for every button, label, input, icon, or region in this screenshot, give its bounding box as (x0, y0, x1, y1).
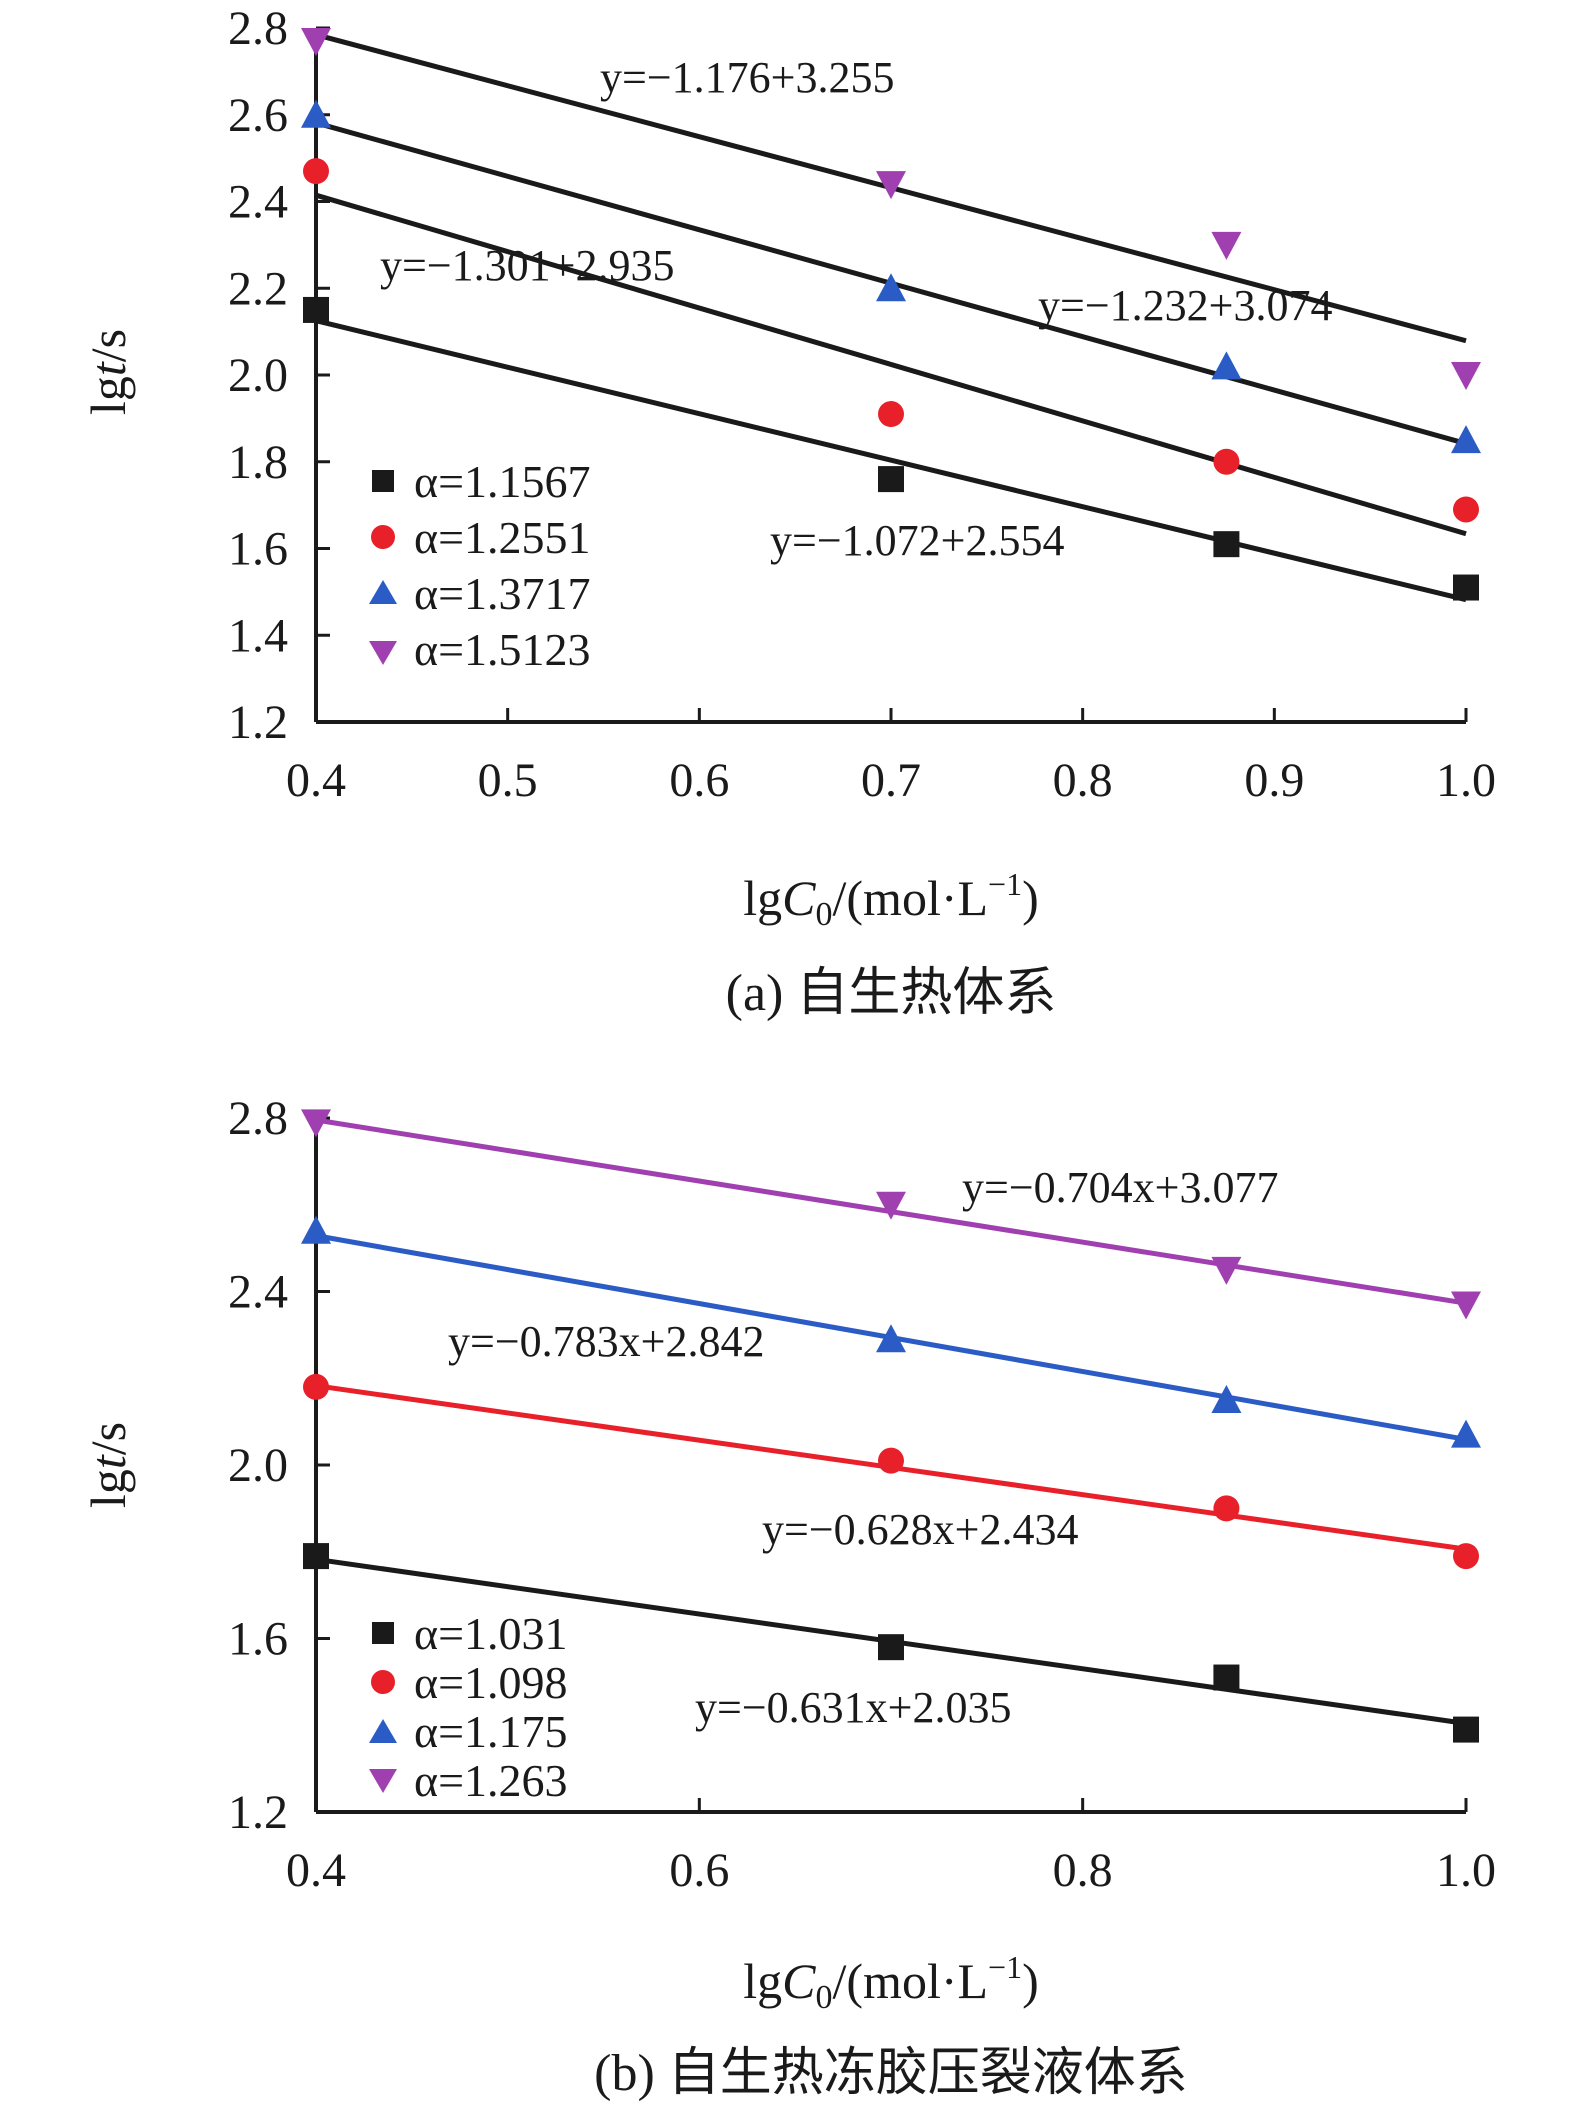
panel-b-equation-alpha-1-175: y=−0.783x+2.842 (448, 1317, 764, 1366)
panel-b-series-1-point-4 (1453, 1716, 1479, 1743)
panel-a-legend-label-2: α=1.2551 (414, 512, 591, 563)
y-tick-label: 1.6 (228, 1613, 288, 1666)
panel-a-points (301, 28, 1481, 601)
panel-b-legend-label-4: α=1.263 (414, 1755, 568, 1806)
panel-b-legend: α=1.031 α=1.098 α=1.175 α=1.263 (369, 1608, 568, 1806)
y-tick-label: 1.8 (228, 436, 288, 489)
panel-b-series-1-point-1 (303, 1543, 329, 1570)
panel-a-series-2-point-3 (1213, 448, 1240, 475)
x-tick-label: 0.8 (1053, 1844, 1113, 1897)
panel-a-caption: (a) 自生热体系 (726, 965, 1057, 1022)
panel-a-series-3-point-1 (301, 99, 331, 128)
y-tick-label: 1.2 (228, 696, 288, 749)
panel-b-series-3-point-4 (1451, 1419, 1481, 1448)
legend-triangle-down-marker (369, 1769, 397, 1793)
panel-b-equation-alpha-1-031: y=−0.631x+2.035 (695, 1683, 1011, 1732)
panel-a-series-3-point-2 (876, 273, 906, 302)
legend-triangle-up-marker (369, 580, 397, 604)
panel-a-series-1-point-4 (1453, 574, 1479, 601)
panel-b-series-3-point-3 (1211, 1384, 1242, 1413)
panel-b-series-2-point-2 (878, 1447, 904, 1474)
y-tick-label: 2.4 (228, 1266, 288, 1319)
x-tick-label: 0.4 (286, 1844, 346, 1897)
panel-b-points (301, 1109, 1481, 1743)
panel-a-legend: α=1.1567 α=1.2551 α=1.3717 α=1.5123 (369, 456, 591, 675)
panel-b-equation-alpha-1-098: y=−0.628x+2.434 (762, 1505, 1078, 1554)
panel-a-equation-alpha-1-5123: y=−1.176+3.255 (600, 53, 894, 102)
panel-a-series-4-point-2 (876, 171, 906, 200)
y-tick-label: 2.8 (228, 1092, 288, 1145)
x-tick-label: 0.7 (861, 754, 921, 807)
panel-b-series-4-point-1 (301, 1109, 331, 1138)
legend-triangle-down-marker (369, 641, 397, 665)
panel-a-fit-line-1 (315, 318, 1467, 603)
panel-a-equation-alpha-1-1567: y=−1.072+2.554 (770, 516, 1064, 565)
panel-a-legend-label-3: α=1.3717 (414, 568, 591, 619)
panel-b-legend-label-2: α=1.098 (414, 1657, 568, 1708)
panel-a-legend-label-1: α=1.1567 (414, 456, 591, 507)
panel-a-series-4-point-4 (1451, 362, 1481, 390)
panel-a-x-axis-title: lgC0/(mol·L−1) (743, 866, 1039, 933)
panel-b-series-4-point-3 (1211, 1256, 1242, 1285)
y-tick-label: 1.2 (228, 1786, 288, 1839)
panel-a-series-1-point-1 (303, 296, 329, 323)
x-tick-label: 1.0 (1436, 754, 1496, 807)
legend-circle-marker (371, 1670, 395, 1694)
x-tick-label: 1.0 (1436, 1844, 1496, 1897)
panel-b-legend-label-1: α=1.031 (414, 1608, 568, 1659)
panel-b-series-3-point-1 (301, 1215, 331, 1244)
panel-a-series-3-point-3 (1211, 351, 1242, 380)
panel-a-series-4-point-1 (301, 28, 331, 57)
panel-b-equation-alpha-1-263: y=−0.704x+3.077 (962, 1163, 1278, 1212)
panel-b-series-2-point-4 (1453, 1543, 1479, 1570)
x-tick-label: 0.9 (1244, 754, 1304, 807)
panel-a-ticks: 0.4 0.5 0.6 0.7 0.8 0.9 1.0 1.2 1.4 1.6 1.8 2.0 2.2 2… (228, 2, 1496, 807)
panel-b-y-axis-title: lgt/s (80, 1422, 136, 1508)
legend-circle-marker (371, 525, 395, 549)
legend-triangle-up-marker (369, 1719, 397, 1743)
y-tick-label: 2.0 (228, 349, 288, 402)
y-tick-label: 1.6 (228, 523, 288, 576)
y-tick-label: 2.6 (228, 89, 288, 142)
legend-square-marker (372, 470, 394, 492)
panel-b-series-4-point-4 (1451, 1291, 1481, 1320)
y-tick-label: 2.8 (228, 2, 288, 55)
panel-b-ticks: 0.4 0.6 0.8 1.0 1.2 1.6 2.0 2.4 2.8 (228, 1092, 1496, 1897)
panel-b-series-2-point-3 (1213, 1495, 1240, 1522)
panel-b-series-4-point-2 (876, 1191, 906, 1220)
panel-a-series-1-point-3 (1213, 531, 1240, 558)
y-tick-label: 2.2 (228, 262, 288, 315)
y-tick-label: 1.4 (228, 609, 288, 662)
panel-a-series-2-point-2 (878, 401, 904, 428)
panel-a-series-2-point-1 (303, 158, 329, 185)
x-tick-label: 0.6 (669, 754, 729, 807)
y-tick-label: 2.0 (228, 1439, 288, 1492)
panel-b-legend-label-3: α=1.175 (414, 1706, 568, 1757)
panel-b-series-1-point-3 (1213, 1664, 1240, 1691)
panel-a-equation-alpha-1-3717: y=−1.232+3.074 (1038, 281, 1332, 330)
x-tick-label: 0.5 (478, 754, 538, 807)
y-tick-label: 2.4 (228, 176, 288, 229)
panel-b: 0.4 0.6 0.8 1.0 1.2 1.6 2.0 2.4 2.8 y=−0.704x+3.… (80, 1092, 1496, 2102)
panel-a-equation-alpha-1-2551: y=−1.301+2.935 (380, 241, 674, 290)
panel-a-series-2-point-4 (1453, 496, 1479, 523)
panel-b-series-3-point-2 (876, 1324, 906, 1353)
panel-b-caption: (b) 自生热冻胶压裂液体系 (594, 2045, 1188, 2102)
panel-b-series-1-point-2 (878, 1634, 904, 1661)
x-tick-label: 0.6 (669, 1844, 729, 1897)
panel-a-series-1-point-2 (878, 466, 904, 493)
panel-b-series-2-point-1 (303, 1373, 329, 1400)
panel-a-fit-line-2 (315, 192, 1467, 537)
panel-a-y-axis-title: lgt/s (80, 329, 136, 415)
panel-b-x-axis-title: lgC0/(mol·L−1) (743, 1949, 1039, 2016)
x-tick-label: 0.8 (1053, 754, 1113, 807)
x-tick-label: 0.4 (286, 754, 346, 807)
panel-a-series-3-point-4 (1451, 425, 1481, 454)
panel-a-series-4-point-3 (1211, 231, 1242, 260)
legend-square-marker (372, 1622, 394, 1644)
panel-a-legend-label-4: α=1.5123 (414, 624, 591, 675)
panel-a: 0.4 0.5 0.6 0.7 0.8 0.9 1.0 1.2 1.4 1.6 1.8 2.0 2.2 2… (80, 2, 1496, 1022)
